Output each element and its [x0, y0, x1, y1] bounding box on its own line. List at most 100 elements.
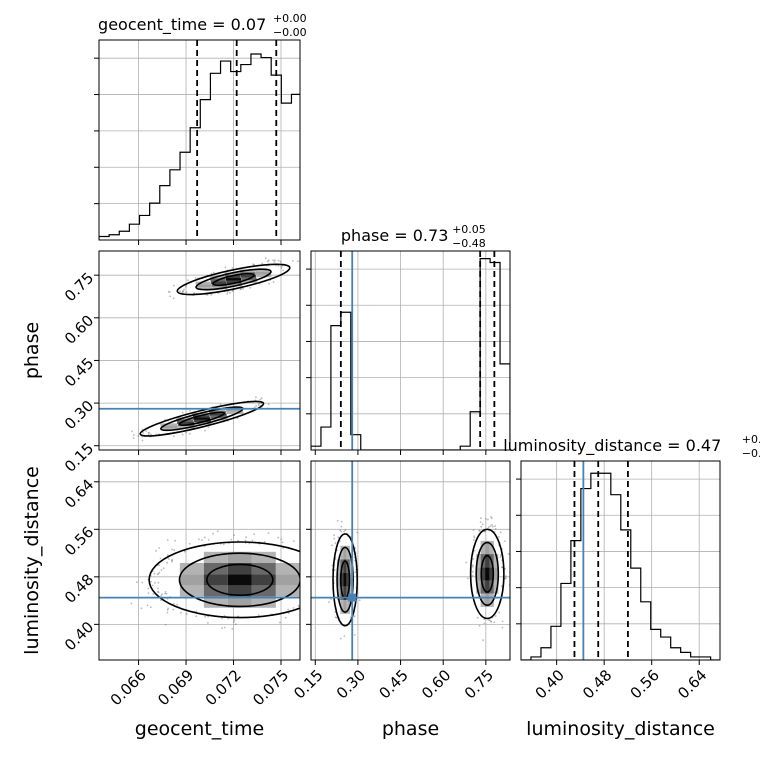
density-cell	[480, 567, 486, 581]
histogram-geocent_time	[99, 53, 300, 240]
density-cell	[337, 559, 341, 574]
title-lower-error: −0.04	[742, 447, 760, 460]
title-upper-error: +0.05	[742, 433, 760, 446]
sample-point	[222, 543, 225, 546]
truth-marker	[348, 593, 357, 602]
sample-point	[183, 550, 186, 553]
sample-point	[255, 405, 258, 407]
x-tick-label-luminosity_distance: 0.56	[627, 666, 663, 702]
sample-point	[333, 569, 336, 571]
sample-point	[131, 430, 134, 433]
sample-point	[187, 279, 189, 282]
contour-line	[139, 400, 265, 437]
sample-point	[313, 592, 315, 594]
sample-point	[304, 600, 306, 602]
sample-point	[168, 291, 171, 293]
joint-panel-geocent_time-luminosity_distance: 0.066 0.069 0.072 0.075 0.40 0.48 0.56 0.64	[61, 460, 325, 709]
density-cell	[275, 563, 300, 575]
sample-point	[226, 292, 229, 295]
sample-point	[151, 584, 154, 587]
sample-point	[334, 542, 337, 545]
density-cell	[224, 272, 240, 276]
x-tick-label-geocent_time: 0.075	[249, 666, 292, 709]
density-cell	[225, 275, 241, 279]
sample-point	[336, 519, 339, 522]
sample-point	[159, 557, 162, 560]
contour-line	[332, 533, 359, 627]
sample-point	[267, 259, 270, 262]
y-tick-label-phase: 0.60	[61, 311, 97, 347]
density-cell	[194, 422, 212, 425]
sample-point	[471, 574, 474, 577]
sample-point	[339, 529, 341, 532]
sample-point	[154, 581, 156, 584]
sample-point	[498, 611, 501, 614]
sample-point	[173, 284, 175, 287]
sample-point	[281, 541, 284, 544]
sample-point	[482, 639, 484, 641]
sample-point	[216, 530, 219, 533]
sample-point	[248, 542, 251, 545]
sample-point	[319, 584, 321, 586]
density-cell	[203, 574, 228, 586]
sample-point	[170, 559, 173, 562]
joint-content	[311, 461, 510, 660]
density-cell	[160, 425, 178, 429]
sample-point	[260, 402, 263, 405]
sample-point	[499, 554, 502, 557]
sample-point	[322, 578, 324, 580]
sample-point	[221, 617, 224, 620]
y-tick-label-phase: 0.75	[61, 269, 97, 305]
x-tick-label-geocent_time: 0.072	[202, 666, 245, 709]
sample-point	[133, 434, 135, 436]
sample-point	[297, 260, 299, 263]
sample-point	[487, 518, 489, 521]
contour-line	[206, 563, 274, 597]
sample-point	[353, 615, 356, 618]
sample-point	[280, 267, 283, 269]
sample-point	[164, 623, 167, 626]
y-tick-label-luminosity_distance: 0.48	[61, 570, 97, 606]
sample-point	[186, 613, 188, 615]
sample-point	[180, 611, 182, 614]
sample-point	[165, 592, 168, 595]
sample-point	[231, 628, 234, 630]
panel-frame	[98, 39, 301, 241]
sample-point	[233, 619, 236, 622]
contour-line	[148, 541, 300, 619]
density-cell	[489, 540, 494, 555]
sample-point	[483, 622, 486, 625]
sample-point	[282, 269, 284, 272]
sample-point	[171, 560, 173, 563]
sample-point	[472, 565, 474, 568]
sample-point	[481, 523, 484, 526]
title-lower-error: −0.48	[452, 237, 486, 250]
y-axis-title-phase: phase	[21, 322, 43, 379]
sample-point	[171, 559, 174, 561]
density-cell	[193, 417, 211, 420]
panel-frame	[98, 460, 301, 661]
sample-point	[313, 599, 315, 601]
sample-point	[231, 290, 234, 293]
sample-point	[172, 608, 175, 611]
joint-content	[99, 257, 300, 442]
sample-point	[185, 431, 187, 434]
x-tick-label-luminosity_distance: 0.48	[579, 666, 615, 702]
sample-point	[166, 539, 169, 541]
y-axis-title-luminosity_distance: luminosity_distance	[21, 466, 43, 655]
contour-line	[469, 528, 505, 620]
density-cell	[485, 567, 490, 581]
sample-point	[157, 591, 160, 594]
sample-point	[204, 615, 207, 618]
density-cell	[340, 545, 344, 560]
sample-point	[245, 536, 248, 539]
sample-point	[478, 624, 481, 627]
sample-point	[306, 605, 308, 607]
sample-point	[136, 581, 138, 584]
density-cell	[275, 585, 300, 597]
sample-point	[207, 426, 210, 428]
density-cell	[160, 423, 178, 426]
sample-point	[323, 554, 325, 556]
sample-point	[498, 536, 500, 538]
sample-point	[287, 608, 289, 611]
